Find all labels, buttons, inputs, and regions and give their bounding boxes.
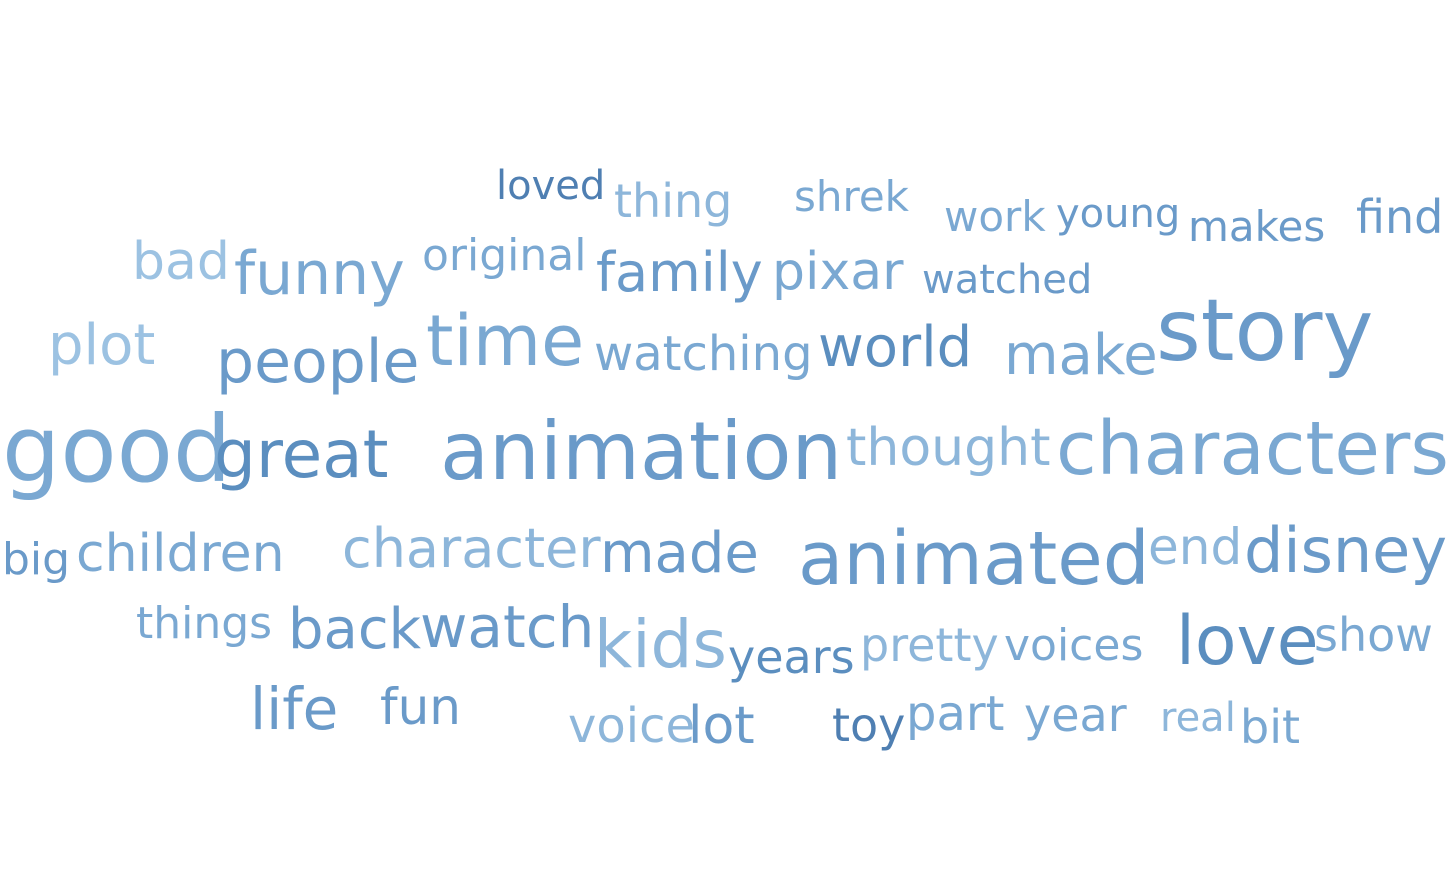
word-voice: voice xyxy=(568,698,696,754)
word-years: years xyxy=(728,630,855,684)
word-love: love xyxy=(1176,602,1319,681)
word-find: find xyxy=(1356,190,1444,244)
word-voices: voices xyxy=(1004,620,1144,671)
word-great: great xyxy=(214,416,389,493)
word-real: real xyxy=(1160,695,1236,741)
word-disney: disney xyxy=(1244,514,1448,587)
word-characters: characters xyxy=(1056,406,1449,492)
word-shrek: shrek xyxy=(794,172,910,221)
word-things: things xyxy=(136,598,273,649)
word-bit: bit xyxy=(1240,700,1301,754)
word-part: part xyxy=(906,686,1005,742)
word-toy: toy xyxy=(832,698,906,752)
word-people: people xyxy=(216,327,420,397)
word-pixar: pixar xyxy=(772,242,904,302)
word-funny: funny xyxy=(234,239,405,309)
word-time: time xyxy=(426,300,585,382)
word-watching: watching xyxy=(594,326,813,382)
word-pretty: pretty xyxy=(860,618,999,672)
word-loved: loved xyxy=(496,163,606,209)
word-bad: bad xyxy=(132,232,230,292)
word-show: show xyxy=(1314,608,1433,662)
word-watch: watch xyxy=(420,593,595,661)
word-thought: thought xyxy=(846,418,1051,478)
word-animated: animated xyxy=(798,516,1150,602)
word-story: story xyxy=(1156,281,1374,381)
word-big: big xyxy=(2,534,71,585)
word-plot: plot xyxy=(48,313,156,378)
word-family: family xyxy=(596,241,763,304)
word-made: made xyxy=(600,521,759,586)
word-young: young xyxy=(1056,191,1181,237)
word-good: good xyxy=(2,396,232,503)
word-make: make xyxy=(1004,323,1158,388)
word-children: children xyxy=(76,524,285,584)
word-thing: thing xyxy=(614,174,733,228)
word-life: life xyxy=(250,675,339,743)
word-makes: makes xyxy=(1188,202,1326,251)
word-end: end xyxy=(1148,518,1243,576)
word-animation: animation xyxy=(440,405,843,498)
word-watched: watched xyxy=(922,257,1093,303)
word-world: world xyxy=(818,315,973,380)
word-lot: lot xyxy=(688,696,755,756)
word-fun: fun xyxy=(380,678,461,736)
word-kids: kids xyxy=(594,606,727,683)
word-character: character xyxy=(342,517,601,580)
word-original: original xyxy=(422,230,587,281)
word-year: year xyxy=(1024,688,1127,742)
word-back: back xyxy=(288,597,422,662)
word-work: work xyxy=(944,192,1046,241)
